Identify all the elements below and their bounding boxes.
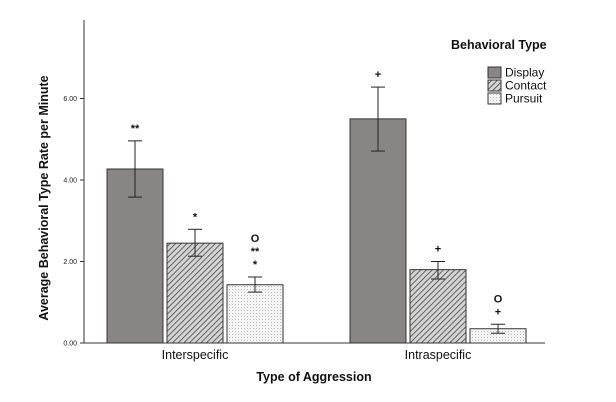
significance-mark: + <box>435 244 441 256</box>
significance-mark: + <box>495 306 501 318</box>
legend-swatch-display <box>487 66 502 79</box>
legend-title: Behavioral Type <box>451 38 547 52</box>
x-axis-title: Type of Aggression <box>256 370 371 384</box>
significance-mark: * <box>193 211 198 223</box>
significance-mark: * <box>253 259 258 271</box>
x-category-label: Intraspecific <box>405 348 472 362</box>
legend-swatch-pursuit <box>487 92 502 105</box>
legend-label-pursuit: Pursuit <box>505 92 543 106</box>
y-tick-label: 2.00 <box>63 259 77 266</box>
legend-label-display: Display <box>505 66 544 80</box>
significance-mark: ** <box>131 123 140 135</box>
y-ticks: 0.00 2.00 4.00 6.00 <box>63 96 84 348</box>
y-tick-label: 6.00 <box>63 96 77 103</box>
x-category-label: Interspecific <box>162 348 229 362</box>
bars: ***O***++O+ <box>106 69 527 344</box>
legend-label-contact: Contact <box>505 79 547 93</box>
significance-mark: + <box>375 69 381 81</box>
significance-mark: O <box>251 233 260 245</box>
bar-display-interspecific <box>106 168 164 344</box>
significance-mark: ** <box>251 246 260 258</box>
bar-contact-intraspecific <box>409 269 467 344</box>
significance-mark: O <box>494 293 503 305</box>
bar-display-intraspecific <box>349 118 407 344</box>
bar-pursuit-interspecific <box>226 284 284 344</box>
bar-contact-interspecific <box>166 242 224 344</box>
legend-swatch-contact <box>487 79 502 92</box>
y-tick-label: 4.00 <box>63 178 77 185</box>
y-axis-title: Average Behavioral Type Rate per Minute <box>37 75 51 320</box>
y-tick-label: 0.00 <box>63 341 77 348</box>
x-categories: Interspecific Intraspecific <box>162 348 472 362</box>
